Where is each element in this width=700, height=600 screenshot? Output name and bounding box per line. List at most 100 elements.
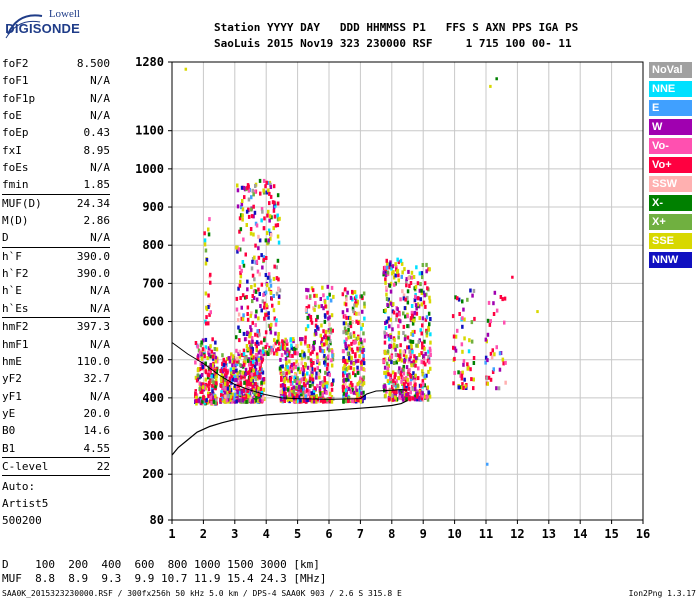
echo-point [204,321,208,326]
echo-point [388,265,391,270]
y-tick-label: 1100 [135,124,164,138]
echo-point [200,356,204,361]
echo-point [240,305,243,310]
echo-point [363,396,366,401]
echo-point [312,399,316,404]
parameter-label: D [2,231,9,245]
echo-point [210,400,213,405]
echo-point [205,398,208,403]
echo-point [264,330,268,335]
echo-point [357,321,360,325]
echo-point [194,391,197,396]
echo-point [238,369,242,374]
echo-point [247,378,251,383]
echo-point [384,387,387,392]
echo-point [300,393,303,398]
echo-point [344,287,347,292]
echo-point [236,370,239,375]
echo-point [385,319,388,324]
echo-point [363,304,366,309]
echo-point [395,378,398,383]
parameter-label: B1 [2,441,16,455]
echo-point [253,382,256,386]
echo-point [384,277,387,282]
echo-point [209,344,212,349]
echo-point [320,337,324,342]
autoscaling-info: Auto: Artist5 500200 [2,478,48,529]
echo-point [328,329,331,334]
echo-point [421,379,425,384]
parameter-label: hmF2 [2,320,29,334]
echo-point [232,370,235,374]
parameter-row: foF1p N/A [2,90,110,107]
echo-point [255,356,258,361]
echo-point [454,334,458,339]
echo-point [287,397,291,402]
echo-point [347,344,350,349]
echo-point [429,317,432,321]
echo-point [274,341,277,346]
echo-point [245,209,249,214]
echo-point [214,384,217,389]
echo-point [428,346,432,351]
parameter-separator [2,317,110,319]
echo-point [263,305,266,310]
echo-point [493,352,496,357]
echo-point [397,376,400,380]
echo-point [199,343,203,348]
echo-point [345,377,348,382]
echo-point [281,383,285,387]
echo-point [293,379,296,383]
echo-point [325,384,329,389]
echo-point [362,367,365,371]
echo-point [297,395,301,400]
echo-point [420,396,424,401]
echo-point [318,369,322,374]
echo-point [349,388,352,393]
echo-point [251,294,254,298]
echo-point [349,316,352,321]
echo-point [398,366,401,371]
echo-point [221,367,224,372]
echo-point [254,184,257,188]
echo-point [244,360,247,365]
echo-point [392,342,396,347]
parameter-value: 1.85 [83,178,111,192]
echo-point [511,275,514,279]
echo-point [246,346,250,351]
echo-point [278,288,282,293]
parameter-row: h`F 390.0 [2,248,110,265]
echo-point [225,357,229,361]
echo-point [251,398,254,403]
echo-point [343,370,347,375]
x-tick-label: 11 [479,527,493,541]
echo-point [344,341,347,346]
echo-point [417,366,420,371]
echo-point [347,327,350,332]
echo-point [226,382,229,387]
echo-point [223,386,226,391]
echo-point [348,353,351,358]
echo-point [352,361,355,366]
echo-point [312,343,315,348]
parameter-label: fxI [2,143,22,157]
echo-point [238,216,242,221]
echo-point [250,336,254,340]
echo-point [419,383,423,388]
echo-point [321,383,325,388]
echo-point [409,374,412,379]
echo-point [396,307,399,312]
echo-point [324,356,328,361]
echo-point [391,397,395,402]
echo-point [306,388,309,393]
echo-point [411,339,415,344]
echo-point [215,347,219,352]
echo-point [347,356,351,361]
echo-point [268,214,272,219]
echo-point [356,299,359,304]
echo-point [292,337,295,342]
echo-point [278,216,281,221]
echo-point [414,387,417,391]
echo-point [328,322,331,327]
echo-point [276,347,280,352]
